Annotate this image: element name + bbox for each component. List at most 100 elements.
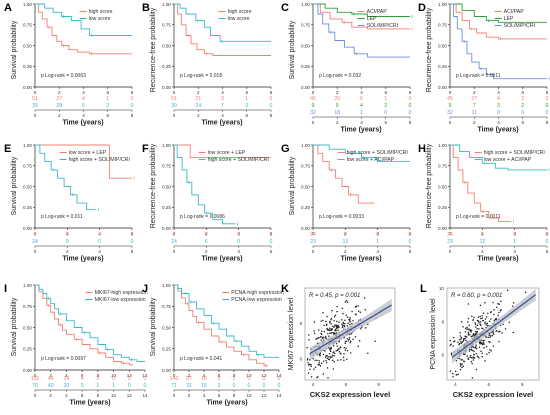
y-tick-label: 0.50 — [23, 43, 32, 48]
x-tick-label: 12 — [261, 373, 267, 378]
p-value: p Log-rank = 0.011 — [41, 214, 83, 220]
p-value: p Log-rank = 0.0033 — [319, 214, 364, 220]
panel-letter-J: J — [142, 283, 148, 295]
scatter-point — [348, 337, 351, 339]
x-tick-label: 8 — [409, 90, 412, 95]
scatter-point — [352, 319, 354, 322]
y-tick-label: 0.75 — [162, 23, 171, 28]
risk-tick-label: 8 — [409, 120, 412, 125]
x-axis-label: Time (years) — [340, 127, 381, 134]
scatter-point — [450, 352, 453, 354]
x-tick-label: 10 — [246, 373, 252, 378]
km-curve-2 — [313, 3, 410, 58]
scatter-point — [478, 322, 480, 324]
scatter-point — [367, 323, 369, 326]
y-axis-label: Recurrence-free probability — [426, 143, 433, 228]
y-tick-label: 10 — [439, 286, 445, 291]
scatter-point — [479, 315, 481, 318]
scatter-point — [324, 335, 327, 338]
risk-count: 4 — [497, 96, 500, 102]
scatter-point — [339, 346, 342, 348]
risk-tick-label: 14 — [142, 393, 148, 398]
scatter-point — [325, 359, 327, 362]
scatter-point — [336, 349, 339, 351]
panel-K: R = 0.45, p = 0.001 4 6 8 6 8 MKI67 expression… — [288, 287, 396, 399]
x-tick-label: 0 — [34, 373, 37, 378]
x-tick-label: 0 — [312, 90, 315, 95]
panel-letter-A: A — [4, 2, 12, 14]
scatter-point — [317, 376, 319, 378]
risk-count: 1 — [384, 96, 387, 102]
scatter-point — [352, 338, 354, 341]
y-tick-label: 0.50 — [162, 184, 171, 189]
scatter-point — [310, 376, 313, 378]
scatter-point — [320, 362, 323, 364]
scatter-point — [473, 316, 475, 319]
risk-tick-label: 4 — [203, 393, 206, 398]
risk-count: 23 — [310, 239, 316, 245]
scatter-point — [312, 357, 314, 360]
scatter-point — [484, 318, 487, 320]
scatter-point — [322, 360, 325, 362]
p-value: p Log-rank = 0.018 — [180, 73, 222, 79]
scatter-point — [480, 324, 482, 327]
risk-tick-label: 4 — [237, 249, 240, 254]
risk-tick-label: 10 — [111, 393, 117, 398]
risk-count: 44 — [48, 376, 54, 382]
km-curve-1 — [450, 3, 547, 23]
x-tick-label: 4 — [98, 231, 101, 236]
scatter-point — [364, 309, 366, 311]
scatter-point — [365, 327, 367, 329]
risk-count: 6 — [173, 232, 176, 238]
risk-count: 0 — [546, 232, 549, 238]
scatter-point — [475, 352, 478, 355]
risk-count: 24 — [310, 232, 316, 238]
risk-count: 2 — [96, 376, 99, 382]
risk-count: 5 — [218, 376, 221, 382]
x-tick-label: 4 — [65, 373, 68, 378]
risk-count: 6 — [34, 232, 37, 238]
scatter-point — [462, 365, 465, 367]
y-tick-label: 0.00 — [301, 85, 310, 90]
scatter-point — [459, 368, 462, 371]
y-tick-label: 0.00 — [23, 85, 32, 90]
y-axis-label: Recurrence-free probability — [150, 7, 157, 92]
risk-count: 4 — [360, 103, 363, 109]
y-tick-label: 0.75 — [162, 304, 171, 309]
p-value: p Log-rank = 0.0011 — [456, 73, 501, 79]
scatter-point — [469, 356, 471, 358]
risk-tick-label: 0 — [312, 249, 315, 254]
risk-count: 0 — [98, 239, 101, 245]
legend-label: PCNA-low expression — [231, 297, 282, 303]
km-curve-1 — [35, 284, 145, 362]
scatter-point — [474, 333, 477, 336]
y-tick-label: 0.25 — [162, 347, 171, 352]
y-tick-label: 1.00 — [162, 283, 171, 288]
risk-count: 0 — [263, 376, 266, 382]
scatter-point — [498, 340, 500, 343]
risk-count: 27 — [471, 96, 477, 102]
scatter-point — [320, 330, 323, 333]
risk-count: 0 — [237, 239, 240, 245]
scatter-point — [331, 331, 333, 334]
scatter-point — [330, 347, 332, 350]
scatter-point — [461, 341, 463, 344]
y-tick-label: 1.00 — [438, 143, 447, 148]
scatter-point — [484, 302, 486, 304]
scatter-point — [499, 330, 501, 332]
scatter-point — [328, 356, 330, 358]
scatter-point — [360, 328, 362, 330]
risk-tick-label: 6 — [409, 249, 412, 254]
scatter-point — [344, 342, 346, 345]
x-tick-label: 2 — [336, 90, 339, 95]
legend-label: low score — [228, 16, 250, 22]
x-tick-label: 0 — [173, 231, 176, 236]
risk-count: 2 — [384, 103, 387, 109]
risk-count: 0 — [278, 383, 281, 389]
scatter-point — [497, 302, 499, 305]
scatter-point — [347, 322, 349, 325]
scatter-point — [475, 368, 478, 371]
scatter-point — [336, 345, 339, 348]
scatter-point — [475, 344, 477, 346]
